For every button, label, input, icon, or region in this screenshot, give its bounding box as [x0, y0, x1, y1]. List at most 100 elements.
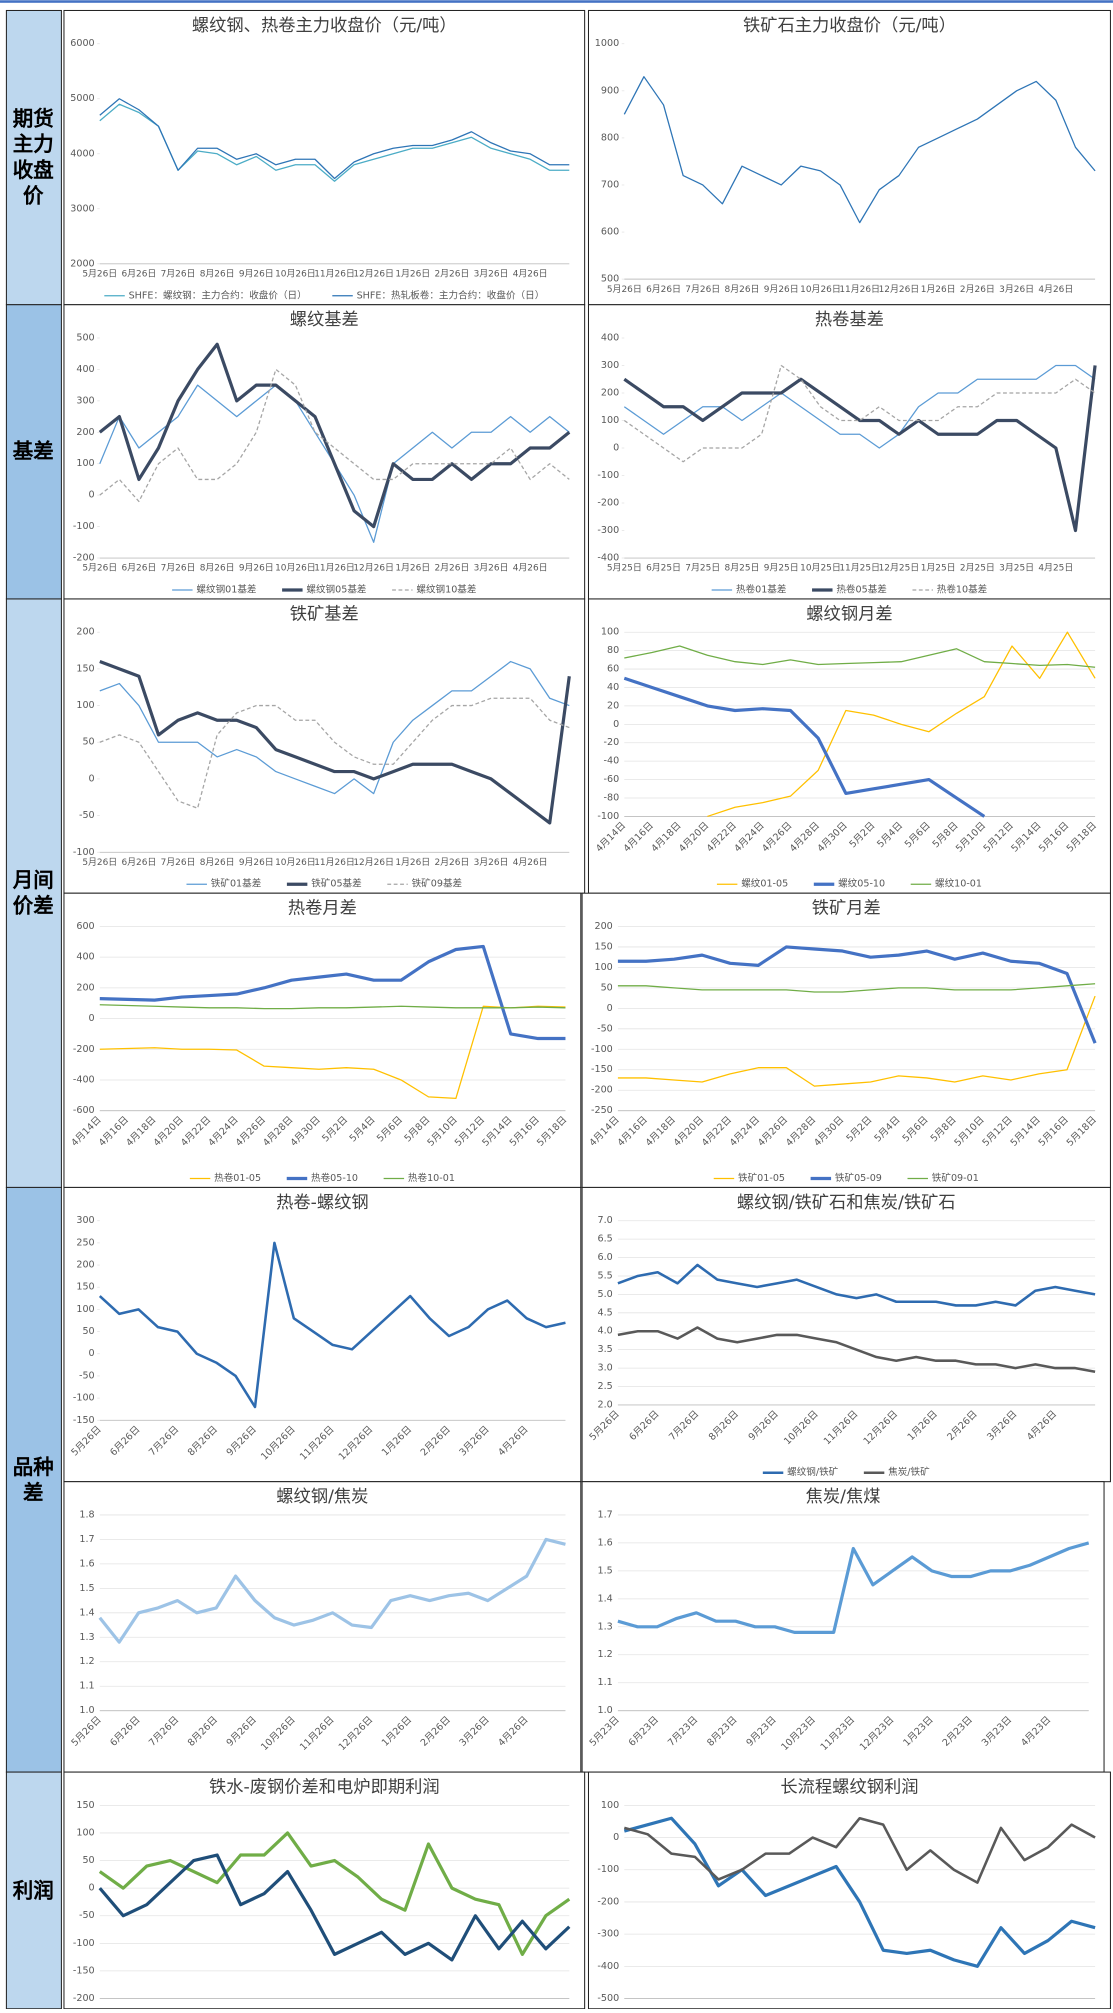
x-tick-label: 4月26日 — [513, 269, 548, 280]
x-tick-label: 11月26日 — [839, 284, 880, 295]
panel — [587, 304, 1111, 600]
legend-label: 热卷10-01 — [408, 1172, 455, 1184]
panel — [63, 9, 586, 306]
y-tick-label: 150 — [76, 1800, 94, 1811]
y-tick-label: -100 — [591, 1044, 613, 1055]
x-tick-label: 12月25日 — [879, 563, 920, 574]
y-tick-label: 4000 — [70, 148, 94, 159]
section-label-box: 期货主力收盘价 — [8, 10, 59, 304]
y-tick-label: 200 — [76, 627, 94, 638]
series-line — [99, 1004, 566, 1010]
series-line — [617, 1326, 1096, 1374]
y-tick-label: 0 — [89, 1013, 95, 1024]
y-tick-label: 100 — [594, 962, 612, 973]
y-tick-label: 100 — [76, 1827, 94, 1838]
y-tick-label: 100 — [601, 1800, 619, 1811]
y-tick-label: -150 — [73, 1965, 95, 1976]
y-tick-label: -600 — [73, 1105, 95, 1116]
y-tick-label: 150 — [594, 941, 612, 952]
section-label-box: 利润 — [8, 1772, 59, 2009]
legend-item: 螺纹钢05基差 — [282, 584, 367, 596]
legend-label: 铁矿01-05 — [738, 1172, 785, 1184]
chart-title: 铁矿石主力收盘价（元/吨） — [743, 16, 956, 36]
y-tick-label: 300 — [601, 360, 619, 371]
section-label: 月间价差 — [12, 867, 54, 918]
legend-item: 螺纹05-10 — [813, 878, 885, 890]
panel — [587, 9, 1111, 306]
section-bg — [5, 598, 62, 1188]
y-tick-label: 50 — [82, 737, 94, 748]
x-tick-label: 4月25日 — [1038, 563, 1073, 574]
series-line — [99, 660, 571, 825]
y-tick-label: 100 — [76, 458, 94, 469]
series-line — [623, 364, 1096, 449]
y-tick-label: 3.5 — [598, 1344, 613, 1355]
chart-title: 螺纹钢、热卷主力收盘价（元/吨） — [192, 16, 457, 36]
y-tick-label: 300 — [76, 1215, 94, 1226]
y-tick-label: 0 — [613, 443, 619, 454]
y-tick-label: -200 — [597, 1896, 619, 1907]
x-tick-label: 5月26日 — [82, 563, 117, 574]
x-tick-label: 6月26日 — [121, 563, 156, 574]
legend-label: SHFE：螺纹钢：主力合约：收盘价（日） — [129, 289, 307, 301]
y-tick-label: -50 — [79, 810, 95, 821]
legend-label: 热卷01基差 — [736, 584, 787, 596]
y-tick-label: 200 — [76, 1260, 94, 1271]
y-tick-label: 50 — [82, 1855, 94, 1866]
panel — [63, 304, 586, 600]
series-line — [98, 1853, 571, 1962]
x-tick-label: 6月26日 — [121, 269, 156, 280]
x-tick-label: 8月26日 — [200, 857, 235, 868]
y-tick-label: 1.5 — [79, 1583, 94, 1594]
y-tick-label: -400 — [73, 1074, 95, 1085]
x-tick-label: 12月26日 — [353, 563, 394, 574]
legend-label: 热卷01-05 — [214, 1172, 261, 1184]
series-line — [99, 1005, 566, 1100]
legend-item: 热卷05基差 — [812, 584, 887, 596]
legend-item: 螺纹10-01 — [910, 878, 982, 890]
legend-item: 铁矿05-09 — [810, 1172, 882, 1184]
section-bg — [5, 9, 62, 306]
y-tick-label: 1.8 — [79, 1509, 94, 1520]
series-line — [98, 1537, 566, 1644]
y-tick-label: -400 — [597, 553, 619, 564]
legend-label: 铁矿09-01 — [932, 1172, 979, 1184]
y-tick-label: 700 — [601, 179, 619, 190]
x-tick-label: 12月26日 — [353, 269, 394, 280]
y-tick-label: 6.5 — [598, 1234, 613, 1245]
y-tick-label: 2000 — [70, 258, 94, 269]
y-tick-label: -100 — [73, 1938, 95, 1949]
x-tick-label: 3月26日 — [474, 269, 509, 280]
legend-label: 热卷05基差 — [836, 584, 887, 596]
y-tick-label: 200 — [601, 387, 619, 398]
x-tick-label: 7月26日 — [685, 284, 720, 295]
y-tick-label: 20 — [607, 700, 619, 711]
section-box: 品种差 — [13, 1454, 54, 1504]
x-tick-label: 10月26日 — [275, 269, 316, 280]
y-tick-label: 1.3 — [79, 1632, 94, 1643]
series-line — [623, 1816, 1096, 1884]
y-tick-label: 1.0 — [79, 1705, 94, 1716]
y-tick-label: -40 — [604, 756, 620, 767]
y-tick-label: 1.4 — [79, 1607, 94, 1618]
x-tick-label: 10月26日 — [275, 563, 316, 574]
x-tick-label: 11月26日 — [314, 269, 355, 280]
y-tick-label: 4.0 — [598, 1326, 613, 1337]
y-tick-label: -60 — [604, 774, 620, 785]
legend-item: 热卷10-01 — [383, 1172, 455, 1184]
y-tick-label: 600 — [76, 921, 94, 932]
x-tick-label: 4月26日 — [1038, 284, 1073, 295]
legend-label: 热卷10基差 — [937, 584, 988, 596]
y-tick-label: -100 — [597, 1864, 619, 1875]
x-tick-label: 7月26日 — [161, 563, 196, 574]
y-tick-label: 100 — [601, 415, 619, 426]
section-label-box: 基差 — [8, 305, 59, 599]
x-tick-label: 7月26日 — [161, 269, 196, 280]
x-tick-label: 11月25日 — [839, 563, 880, 574]
x-tick-label: 12月26日 — [879, 284, 920, 295]
legend-label: 螺纹05-10 — [838, 878, 885, 890]
x-tick-label: 8月26日 — [200, 563, 235, 574]
legend-item: SHFE：热轧板卷：主力合约：收盘价（日） — [332, 289, 544, 301]
y-tick-label: -100 — [597, 811, 619, 822]
y-tick-label: 1.5 — [598, 1565, 613, 1576]
